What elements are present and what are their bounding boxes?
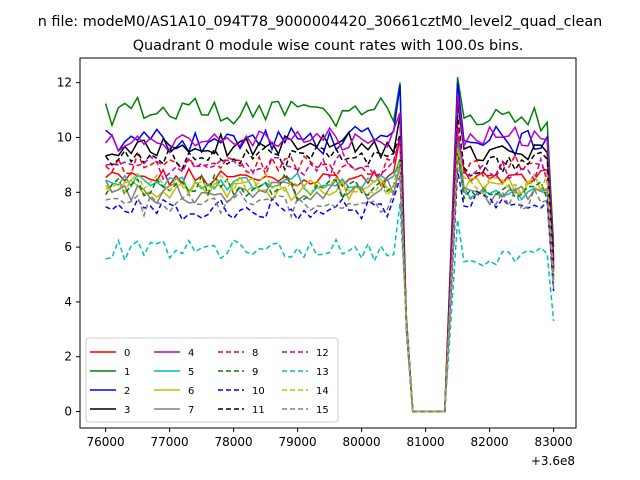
y-axis: 0 2 4 6 8 10 12: [57, 76, 80, 419]
legend-label-9: 9: [252, 367, 258, 378]
x-tick-label: 78000: [215, 435, 253, 449]
legend-label-6: 6: [188, 386, 194, 397]
y-tick-label: 2: [64, 350, 72, 364]
legend-label-0: 0: [124, 348, 130, 359]
axes-frame: [79, 57, 577, 429]
legend-label-5: 5: [188, 367, 194, 378]
series-line-1: [104, 77, 555, 413]
legend-label-12: 12: [316, 348, 329, 359]
series-line-14: [105, 148, 555, 413]
series-line-15: [105, 161, 555, 413]
chart-suptitle: n file: modeM0/AS1A10_094T78_9000004420_…: [38, 14, 603, 30]
x-tick-label: 82000: [471, 435, 509, 449]
legend-label-4: 4: [188, 348, 194, 359]
legend-label-7: 7: [188, 405, 194, 416]
x-tick-label: 79000: [279, 435, 317, 449]
y-tick-label: 10: [57, 130, 72, 144]
series-line-3: [105, 101, 555, 413]
legend-label-2: 2: [124, 386, 130, 397]
legend-label-8: 8: [252, 348, 258, 359]
series-group: [104, 77, 555, 413]
y-tick-label: 0: [64, 405, 72, 419]
series-line-13: [105, 203, 555, 413]
x-tick-label: 81000: [407, 435, 445, 449]
y-tick-label: 4: [64, 295, 72, 309]
series-line-0: [105, 134, 555, 413]
legend-label-1: 1: [124, 367, 130, 378]
legend-box: [85, 337, 339, 423]
x-tick-label: 77000: [151, 435, 189, 449]
series-line-12: [105, 123, 555, 413]
legend-label-3: 3: [124, 405, 130, 416]
legend-label-10: 10: [252, 386, 265, 397]
x-axis: 76000 77000 78000 79000 80000 81000 82000 83000: [87, 428, 573, 449]
y-tick-label: 12: [57, 76, 72, 90]
legend-label-15: 15: [316, 405, 329, 416]
legend-label-14: 14: [316, 386, 329, 397]
legend-label-11: 11: [252, 405, 265, 416]
legend-label-13: 13: [316, 367, 329, 378]
series-line-9: [104, 148, 555, 413]
series-line-10: [105, 170, 555, 413]
series-line-2: [105, 82, 555, 413]
y-tick-label: 6: [64, 240, 72, 254]
x-tick-label: 76000: [87, 435, 125, 449]
chart-title: Quadrant 0 module wise count rates with …: [133, 38, 524, 54]
series-line-11: [104, 115, 555, 413]
x-tick-label: 80000: [343, 435, 381, 449]
y-tick-label: 8: [64, 185, 72, 199]
x-offset-label: +3.6e8: [531, 454, 575, 468]
x-tick-label: 83000: [535, 435, 573, 449]
series-line-4: [105, 93, 555, 413]
